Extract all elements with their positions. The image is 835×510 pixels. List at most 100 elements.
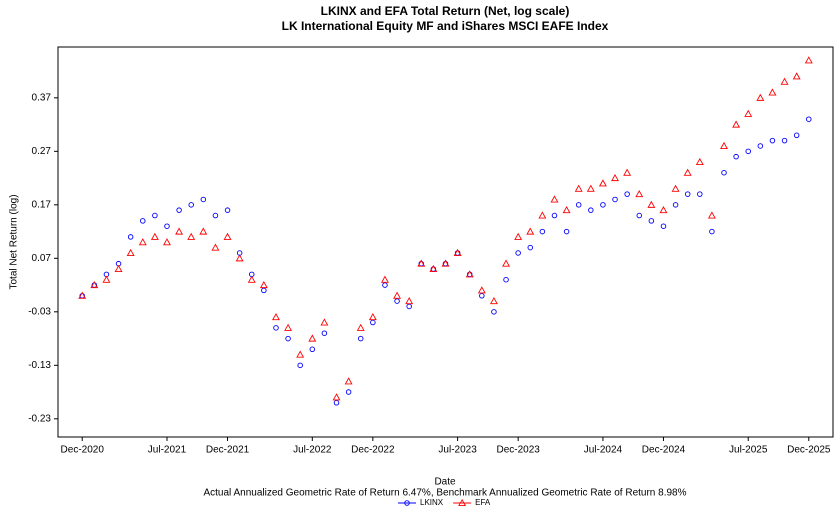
data-point <box>683 168 692 176</box>
data-point <box>345 389 352 395</box>
data-point <box>394 298 400 304</box>
data-point <box>538 211 547 219</box>
data-point <box>441 259 450 267</box>
data-point <box>272 313 280 321</box>
legend-label: EFA <box>475 498 491 507</box>
x-tick-label: Jul-2025 <box>729 445 768 456</box>
data-point <box>515 250 521 256</box>
data-point <box>273 325 279 331</box>
plot-frame <box>57 46 834 438</box>
data-point <box>551 212 558 219</box>
y-tick-label: -0.13 <box>28 360 51 371</box>
data-point <box>793 132 800 139</box>
data-point <box>671 184 680 192</box>
data-point <box>140 218 146 224</box>
data-point <box>806 116 812 122</box>
x-tick-label: Dec-2023 <box>496 445 540 456</box>
x-tick-label: Jul-2022 <box>293 445 332 456</box>
data-point <box>489 296 498 305</box>
data-point <box>308 334 317 342</box>
data-point <box>285 335 291 342</box>
data-point <box>78 291 87 299</box>
data-point <box>768 88 777 96</box>
data-point <box>733 153 739 160</box>
data-point <box>684 191 691 197</box>
data-point <box>588 207 594 213</box>
data-point <box>138 238 147 246</box>
data-point <box>757 143 764 149</box>
data-point <box>660 223 667 229</box>
data-point <box>333 400 340 406</box>
data-point <box>320 318 329 326</box>
y-tick-label: -0.03 <box>28 306 51 317</box>
data-point <box>332 393 341 401</box>
x-tick-label: Dec-2022 <box>351 445 395 456</box>
y-tick-label: 0.27 <box>32 146 52 157</box>
data-point <box>636 212 643 219</box>
data-point <box>745 148 751 155</box>
data-point <box>491 309 497 315</box>
data-point <box>344 377 353 385</box>
data-point <box>417 259 426 267</box>
data-point <box>539 228 546 235</box>
data-point <box>720 141 728 149</box>
data-point <box>612 196 618 203</box>
x-tick-label: Jul-2024 <box>584 445 623 456</box>
data-point <box>598 179 607 187</box>
data-point <box>382 282 388 288</box>
data-point <box>744 109 753 117</box>
data-point <box>321 330 328 336</box>
data-point <box>114 264 123 273</box>
data-point <box>465 270 474 278</box>
data-point <box>297 362 303 369</box>
data-point <box>586 184 595 192</box>
data-point <box>563 228 570 235</box>
chart-title: LKINX and EFA Total Return (Net, log sca… <box>321 4 570 18</box>
x-tick-label: Dec-2021 <box>206 445 250 456</box>
data-point <box>781 137 788 144</box>
data-point <box>163 238 171 246</box>
data-point <box>453 248 462 256</box>
data-point <box>150 232 159 240</box>
x-tick-label: Dec-2020 <box>61 445 105 456</box>
data-point <box>380 275 389 283</box>
data-point <box>503 276 509 283</box>
x-tick-label: Jul-2021 <box>148 445 187 456</box>
data-point <box>792 72 801 80</box>
data-point <box>514 232 523 240</box>
data-point <box>624 191 630 197</box>
x-tick-label: Dec-2024 <box>642 445 686 456</box>
data-point <box>611 173 619 182</box>
data-point <box>176 207 182 213</box>
data-point <box>152 212 158 219</box>
data-point <box>769 137 776 144</box>
data-point <box>102 275 111 283</box>
data-point <box>780 77 789 85</box>
data-point <box>405 296 414 305</box>
x-tick-label: Dec-2025 <box>787 445 831 456</box>
data-point <box>164 223 170 229</box>
data-point <box>526 227 535 235</box>
data-point <box>429 264 438 273</box>
data-point <box>697 191 703 197</box>
data-point <box>707 211 716 219</box>
legend-marker <box>404 500 410 506</box>
data-point <box>247 275 256 283</box>
chart-subtitle: LK International Equity MF and iShares M… <box>282 19 609 33</box>
data-point <box>175 227 184 235</box>
data-point <box>672 202 679 208</box>
y-tick-label: -0.23 <box>28 413 51 424</box>
data-point <box>600 202 606 208</box>
data-point <box>648 218 655 224</box>
data-point <box>695 157 704 166</box>
data-point <box>709 228 715 235</box>
data-point <box>562 206 571 214</box>
legend-marker <box>458 498 467 507</box>
data-point <box>659 206 668 214</box>
data-point <box>732 120 741 128</box>
data-point <box>126 248 135 256</box>
data-point <box>721 169 727 176</box>
data-point <box>223 232 232 240</box>
data-point <box>199 227 208 235</box>
